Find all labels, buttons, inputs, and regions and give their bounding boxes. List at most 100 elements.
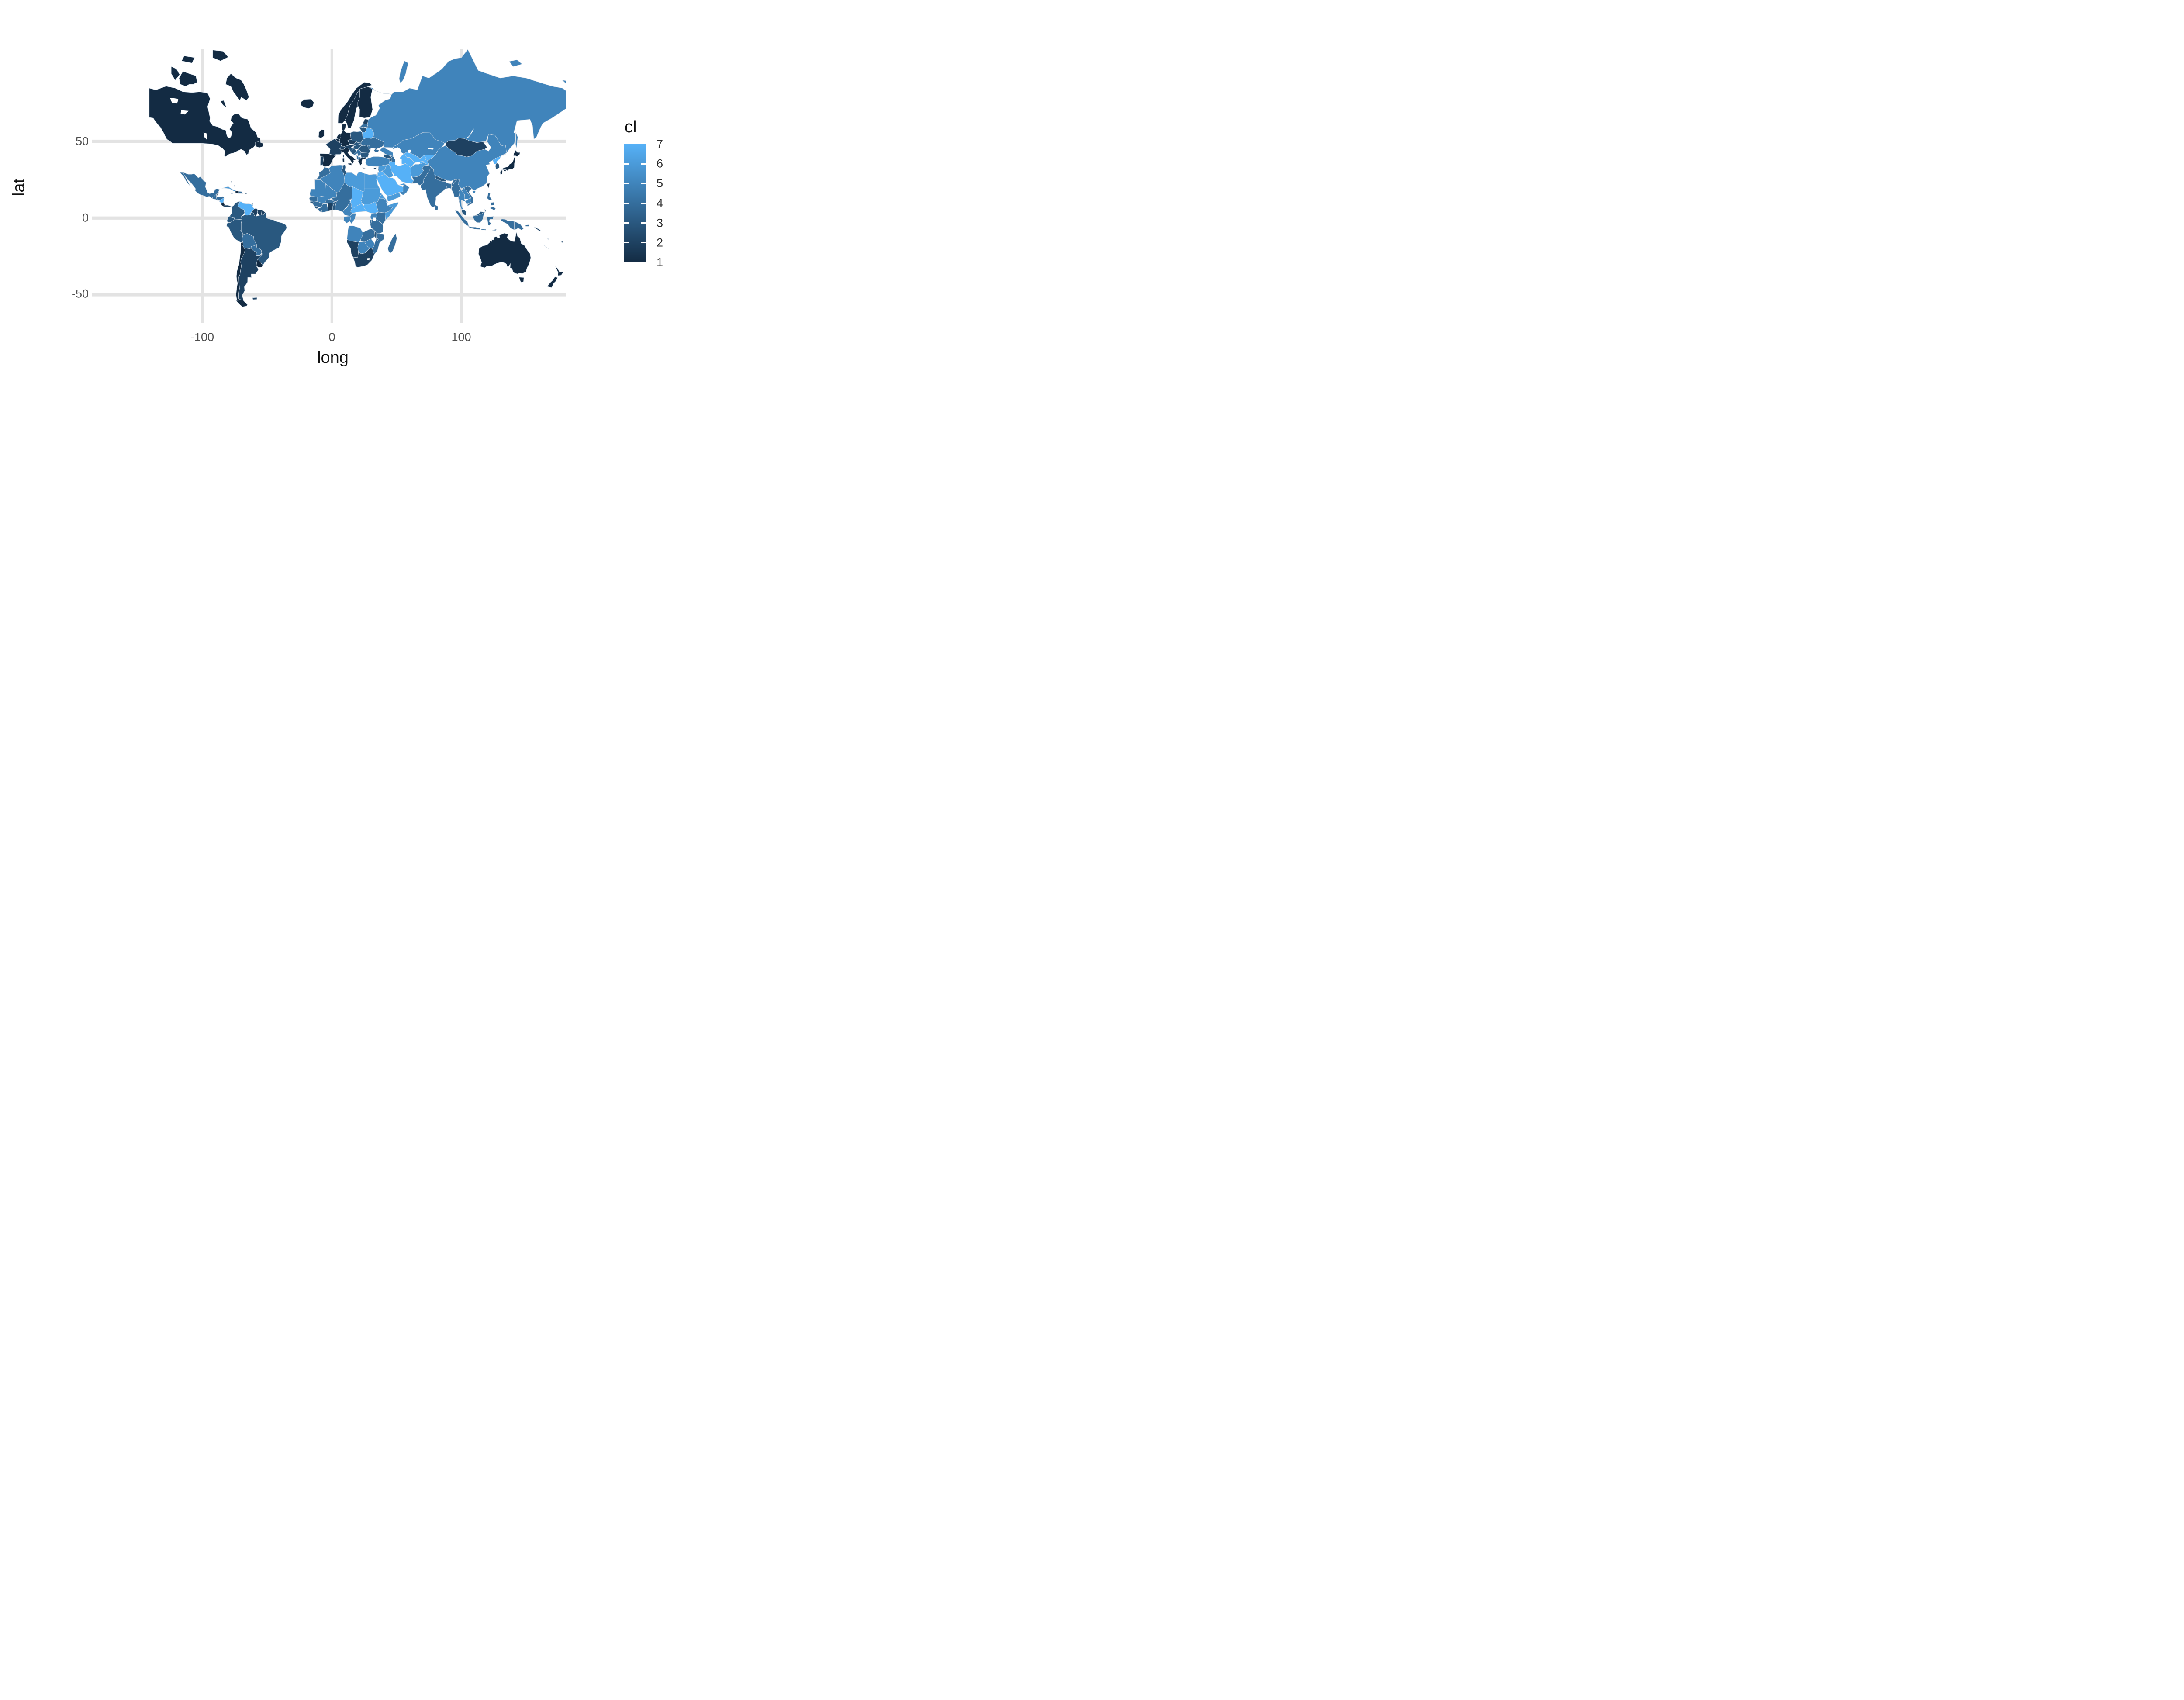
- region-sicily: [348, 163, 352, 166]
- region-russia: [367, 49, 566, 157]
- legend-label-2: 2: [657, 236, 663, 249]
- region-japan-shikoku: [504, 169, 507, 172]
- region-somalia: [384, 202, 399, 221]
- region-zambia: [360, 228, 375, 242]
- legend-label-6: 6: [657, 157, 663, 170]
- region-philippines-luzon: [487, 193, 492, 200]
- lake-balkhash: [427, 148, 434, 150]
- region-new-caledonia: [544, 245, 549, 249]
- region-indonesia-kalimantan: [473, 211, 486, 223]
- region-timor-leste: [492, 229, 497, 231]
- region-crete: [362, 167, 366, 169]
- lake-winnipeg: [203, 132, 207, 140]
- region-honduras: [216, 196, 225, 201]
- region-indonesia-lesser-sunda: [481, 229, 486, 231]
- region-yemen: [387, 192, 401, 202]
- region-gabon: [343, 216, 351, 224]
- region-denmark: [342, 124, 346, 131]
- region-el-salvador: [215, 198, 219, 201]
- region-north-korea: [492, 155, 501, 164]
- legend-tick-3-right: [641, 222, 646, 224]
- region-layer: [149, 49, 566, 307]
- map-svg: [92, 49, 566, 323]
- legend-tick-2-right: [641, 242, 646, 244]
- region-canada-banks-island: [171, 66, 180, 81]
- great-bear-lake: [170, 97, 179, 104]
- region-bulgaria: [360, 152, 369, 158]
- region-malaysia-peninsula: [461, 209, 467, 216]
- great-slave-lake: [180, 110, 189, 115]
- legend-tick-5-right: [641, 183, 646, 184]
- legend-title: cl: [625, 118, 637, 136]
- region-bangladesh: [446, 182, 452, 189]
- x-axis-title: long: [317, 348, 349, 367]
- caspian-sea: [392, 147, 402, 166]
- region-mexico-baja: [180, 172, 190, 187]
- x-tick-neg100: -100: [190, 331, 214, 344]
- lake-baikal: [466, 128, 474, 139]
- region-papua-new-guinea: [514, 221, 524, 231]
- region-namibia: [347, 239, 359, 258]
- region-indonesia-sumatra: [455, 210, 469, 226]
- region-vietnam: [463, 186, 474, 207]
- region-indonesia-sulawesi: [487, 216, 494, 226]
- region-south-korea: [495, 162, 500, 169]
- lesotho-hole: [367, 258, 370, 261]
- region-rwanda-burundi: [370, 219, 372, 224]
- region-philippines-visayas: [490, 202, 494, 206]
- region-indonesia-java: [467, 226, 480, 230]
- plot-panel: [92, 49, 566, 323]
- region-indonesia-papua: [501, 219, 515, 231]
- region-oman: [399, 183, 410, 196]
- region-canada-newfoundland: [255, 141, 263, 148]
- region-lebanon: [377, 169, 380, 172]
- region-ireland: [318, 129, 325, 138]
- region-australia: [478, 232, 531, 274]
- region-uae: [398, 183, 405, 186]
- lake-ladoga: [371, 114, 374, 118]
- y-axis-title: lat: [10, 178, 28, 197]
- region-novaya-zemlya: [399, 61, 409, 83]
- region-cameroon: [342, 202, 353, 217]
- region-hainan: [472, 190, 476, 193]
- legend-tick-6-left: [624, 163, 629, 165]
- region-new-siberian-islands: [509, 59, 522, 67]
- region-japan-kyushu: [500, 170, 503, 175]
- region-canada-baffin: [225, 73, 249, 101]
- legend-label-3: 3: [657, 216, 663, 230]
- region-cuba: [221, 186, 236, 191]
- region-sweden: [344, 90, 363, 128]
- region-sierra-leone: [314, 206, 319, 209]
- region-sri-lanka: [435, 204, 438, 210]
- region-corsica: [342, 155, 345, 158]
- region-canada-victoria-island: [179, 71, 197, 86]
- y-tick-0: 0: [82, 211, 89, 224]
- region-philippines-mindanao: [490, 206, 496, 210]
- region-bahamas-2: [234, 185, 235, 187]
- region-canada-devon: [212, 50, 228, 61]
- region-jamaica: [230, 193, 233, 195]
- region-haiti: [235, 191, 239, 194]
- region-falkland-islands: [252, 297, 257, 300]
- y-tick-neg50: -50: [71, 287, 89, 300]
- region-turkmenistan: [399, 153, 415, 168]
- region-mexico: [183, 172, 220, 199]
- region-wrangel-island: [562, 80, 566, 84]
- legend-label-7: 7: [657, 137, 663, 151]
- region-new-zealand-north: [555, 266, 564, 276]
- legend-label-4: 4: [657, 197, 663, 210]
- x-tick-100: 100: [451, 331, 471, 344]
- region-chile: [235, 241, 245, 303]
- region-ghana: [327, 203, 333, 212]
- legend-label-1: 1: [657, 255, 663, 269]
- region-panama: [223, 205, 232, 208]
- region-burkina-faso: [325, 199, 335, 204]
- region-colombia: [229, 201, 245, 220]
- region-vanuatu: [547, 238, 549, 241]
- choropleth-figure: -100 0 100 long 50 0 -50 lat cl 7 6 5 4 …: [0, 0, 688, 425]
- region-tierra-del-fuego: [235, 300, 248, 307]
- region-japan-hokkaido: [513, 150, 520, 157]
- region-trinidad: [251, 203, 253, 205]
- region-canada: [149, 86, 261, 157]
- region-germany: [339, 130, 351, 147]
